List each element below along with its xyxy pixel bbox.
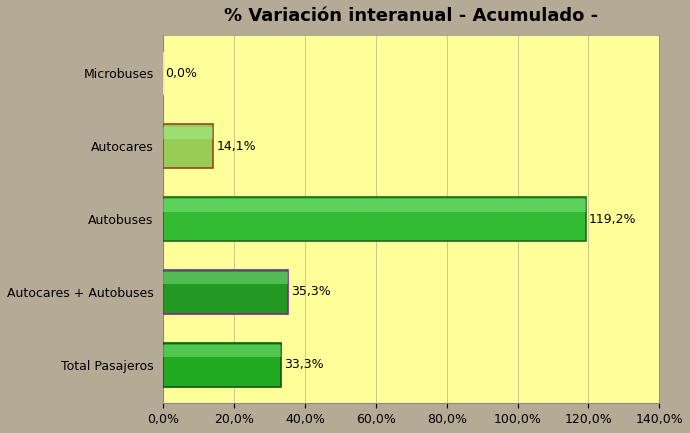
Bar (164, 197, 586, 241)
Bar (164, 345, 282, 357)
Title: % Variación interanual - Acumulado -: % Variación interanual - Acumulado - (224, 7, 598, 25)
Text: 33,3%: 33,3% (284, 358, 324, 371)
Bar (164, 270, 288, 314)
Text: 14,1%: 14,1% (216, 140, 256, 153)
Bar (164, 272, 288, 284)
Text: 35,3%: 35,3% (291, 285, 331, 298)
Bar (164, 200, 586, 212)
Bar (164, 343, 282, 387)
Bar (164, 124, 213, 168)
Bar (164, 126, 213, 139)
Text: 0,0%: 0,0% (165, 67, 197, 80)
Text: 119,2%: 119,2% (589, 213, 636, 226)
